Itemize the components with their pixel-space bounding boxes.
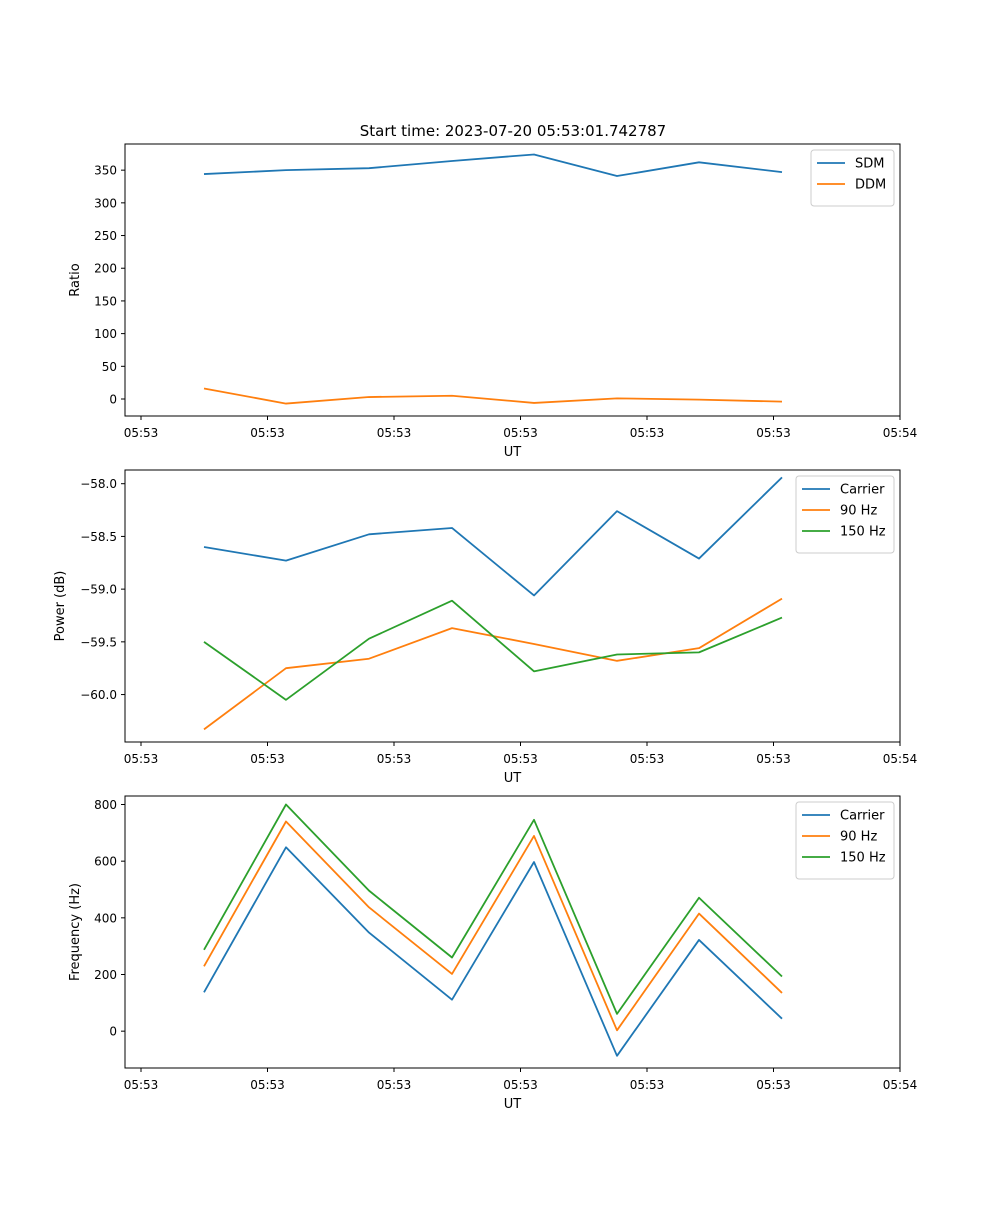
legend-label: 150 Hz — [840, 525, 886, 540]
series-line-90-hz — [203, 820, 783, 1032]
x-tick-label: 05:53 — [503, 426, 538, 440]
legend: Carrier 90 Hz 150 Hz — [795, 475, 895, 554]
axes-frame — [124, 795, 901, 1069]
y-tick-label: 150 — [94, 294, 117, 308]
figure-title: Start time: 2023-07-20 05:53:01.742787 — [360, 122, 666, 140]
y-tick-label: −58.5 — [80, 530, 117, 544]
x-tick-label: 05:53 — [250, 1078, 285, 1092]
x-tick-label: 05:53 — [503, 752, 538, 766]
legend-box — [795, 801, 895, 880]
x-tick-label: 05:53 — [630, 752, 665, 766]
y-tick-label: −60.0 — [80, 688, 117, 702]
legend-label: SDM — [855, 157, 884, 172]
x-tick-label: 05:54 — [883, 1078, 918, 1092]
legend-box — [810, 149, 895, 207]
x-axis-label: UT — [504, 771, 522, 786]
series-line-carrier — [203, 476, 783, 597]
x-tick-label: 05:53 — [124, 752, 159, 766]
axes-frame — [124, 469, 901, 743]
legend-label: 90 Hz — [840, 830, 877, 845]
y-tick-label: 250 — [94, 229, 117, 243]
y-tick-label: −58.0 — [80, 477, 117, 491]
x-tick-label: 05:53 — [756, 752, 791, 766]
legend-box — [795, 475, 895, 554]
series-line-sdm — [203, 153, 783, 177]
y-tick-label: −59.0 — [80, 583, 117, 597]
legend-label: 150 Hz — [840, 851, 886, 866]
x-tick-label: 05:53 — [377, 752, 412, 766]
y-axis-label: Frequency (Hz) — [68, 883, 83, 981]
y-tick-label: 400 — [94, 911, 117, 925]
y-tick-label: 0 — [109, 1025, 117, 1039]
y-tick-label: 100 — [94, 327, 117, 341]
y-tick-label: 600 — [94, 855, 117, 869]
y-tick-label: 0 — [109, 393, 117, 407]
legend: Carrier 90 Hz 150 Hz — [795, 801, 895, 880]
x-tick-label: 05:53 — [124, 1078, 159, 1092]
legend-label: Carrier — [840, 483, 885, 498]
series-line-150-hz — [203, 803, 783, 1015]
y-tick-label: 300 — [94, 196, 117, 210]
x-tick-label: 05:53 — [756, 426, 791, 440]
x-tick-label: 05:54 — [883, 752, 918, 766]
x-tick-label: 05:54 — [883, 426, 918, 440]
legend-label: 90 Hz — [840, 504, 877, 519]
chart-panel-1: 05:53 05:53 05:53 05:53 05:53 05:53 05:54 0 50 10… — [68, 143, 918, 460]
series-line-150-hz — [203, 599, 783, 701]
axes-frame — [124, 143, 901, 417]
y-tick-label: 200 — [94, 262, 117, 276]
series-line-carrier — [203, 846, 783, 1057]
series-line-ddm — [203, 387, 783, 405]
x-tick-label: 05:53 — [756, 1078, 791, 1092]
x-tick-label: 05:53 — [503, 1078, 538, 1092]
chart-panel-2: 05:53 05:53 05:53 05:53 05:53 05:53 05:54 −60.0… — [53, 469, 918, 786]
y-tick-label: 800 — [94, 798, 117, 812]
x-tick-label: 05:53 — [124, 426, 159, 440]
y-tick-label: 350 — [94, 164, 117, 178]
y-axis-label: Power (dB) — [53, 571, 68, 642]
y-tick-label: 200 — [94, 968, 117, 982]
legend-label: Carrier — [840, 809, 885, 824]
chart-panel-3: 05:53 05:53 05:53 05:53 05:53 05:53 05:54 0 200 4… — [68, 795, 918, 1112]
x-axis-label: UT — [504, 1097, 522, 1112]
y-tick-label: −59.5 — [80, 635, 117, 649]
legend-label: DDM — [855, 178, 886, 193]
x-axis-label: UT — [504, 445, 522, 460]
x-tick-label: 05:53 — [630, 1078, 665, 1092]
x-tick-label: 05:53 — [630, 426, 665, 440]
y-tick-label: 50 — [102, 360, 117, 374]
x-tick-label: 05:53 — [377, 426, 412, 440]
x-tick-label: 05:53 — [377, 1078, 412, 1092]
x-tick-label: 05:53 — [250, 426, 285, 440]
legend: SDM DDM — [810, 149, 895, 207]
y-axis-label: Ratio — [68, 263, 83, 296]
x-tick-label: 05:53 — [250, 752, 285, 766]
